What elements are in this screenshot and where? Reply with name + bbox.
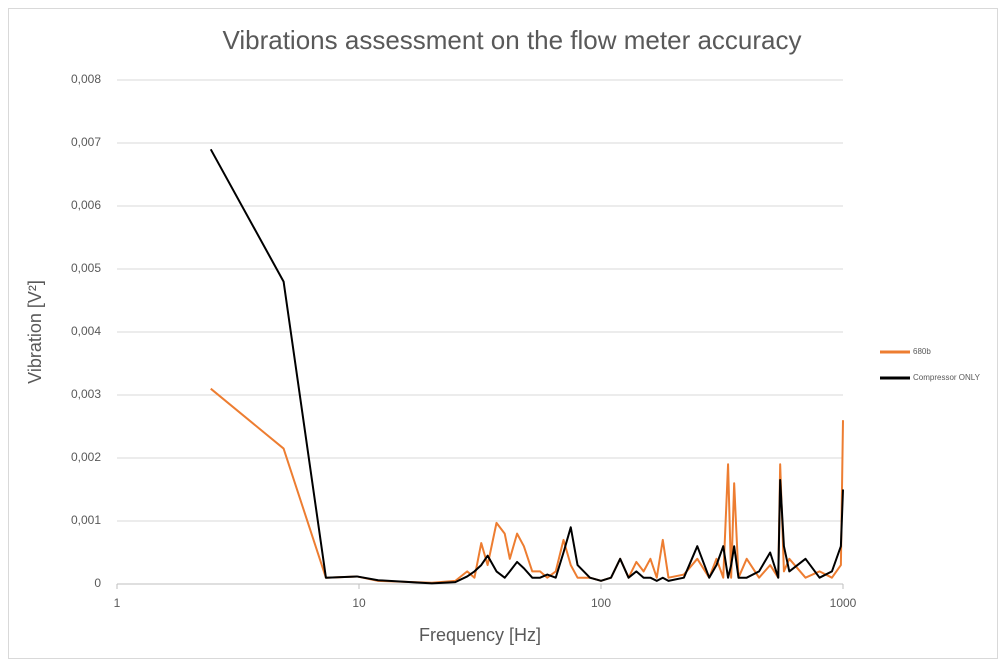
x-tick-label: 10 (352, 596, 366, 610)
y-tick-label: 0,004 (71, 324, 101, 338)
y-tick-label: 0,005 (71, 261, 101, 275)
legend-label: Compressor ONLY (913, 373, 981, 382)
chart-frame (8, 8, 998, 659)
y-tick-label: 0 (94, 576, 101, 590)
chart-title: Vibrations assessment on the flow meter … (222, 25, 801, 55)
x-tick-label: 100 (591, 596, 611, 610)
x-tick-label: 1 (114, 596, 121, 610)
y-tick-label: 0,006 (71, 198, 101, 212)
y-tick-label: 0,002 (71, 450, 101, 464)
legend-label: 680b (913, 347, 931, 356)
y-tick-label: 0,001 (71, 513, 101, 527)
x-tick-label: 1000 (830, 596, 857, 610)
y-tick-label: 0,008 (71, 72, 101, 86)
y-tick-label: 0,003 (71, 387, 101, 401)
y-axis-label: Vibration [V²] (25, 280, 45, 384)
x-axis-label: Frequency [Hz] (419, 625, 541, 645)
y-tick-label: 0,007 (71, 135, 101, 149)
series-line (209, 148, 844, 585)
